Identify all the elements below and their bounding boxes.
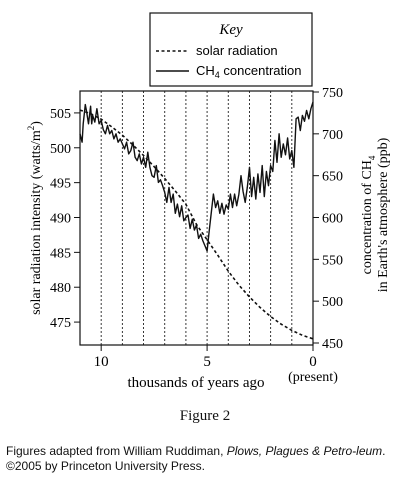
x-axis-end-note: (present) (288, 370, 338, 385)
y-right-tick-label: 550 (322, 253, 343, 268)
y-left-axis-label: solar radiation intensity (watts/m2) (26, 121, 44, 315)
y-left-tick-label: 485 (50, 246, 71, 261)
x-tick-label: 10 (94, 354, 109, 370)
ch4-concentration-line (79, 101, 314, 252)
y-right-axis-label-line2: in Earth's atmosphere (ppb) (376, 137, 391, 292)
figure-credit: Figures adapted from William Ruddiman, P… (6, 444, 406, 474)
credit-book-title: Plows, Plagues & Petro-leum (226, 444, 383, 458)
vertical-gridlines (100, 91, 293, 345)
y-right-tick-label: 450 (322, 337, 343, 352)
key-box (149, 12, 313, 87)
y-left-tick-label: 475 (50, 316, 71, 331)
data-layer (79, 101, 314, 340)
credit-suffix: . ©2005 by Princeton University Press. (6, 444, 386, 473)
y-left-tick-label: 490 (50, 212, 71, 227)
y-left-tick-label: 495 (50, 177, 71, 192)
y-right-axis-label-line1: concentration of CH4 (360, 155, 377, 274)
key-title: Key (218, 22, 243, 38)
x-axis-label: thousands of years ago (127, 375, 264, 391)
figure-caption: Figure 2 (179, 408, 231, 424)
axes: 475 480 485 490 495 500 505 450 500 550 600 650 700 7… (50, 86, 343, 370)
y-left-tick-label: 505 (50, 107, 71, 122)
y-left-tick-label: 500 (50, 142, 71, 157)
x-tick-label: 0 (309, 354, 317, 370)
chart: 475 480 485 490 495 500 505 450 500 550 600 650 700 7… (26, 12, 391, 391)
x-tick-label: 5 (203, 354, 211, 370)
y-right-tick-label: 600 (322, 212, 343, 227)
key-entry-solar: solar radiation (196, 43, 278, 58)
y-right-tick-label: 650 (322, 170, 343, 185)
credit-prefix: Figures adapted from William Ruddiman, (6, 444, 227, 458)
y-right-tick-label: 750 (322, 86, 343, 101)
y-right-tick-label: 700 (322, 128, 343, 143)
chart-key: Key solar radiation CH4 concentration (149, 12, 313, 87)
key-entry-ch4: CH4 concentration (196, 63, 301, 80)
y-left-tick-label: 480 (50, 281, 71, 296)
y-right-tick-label: 500 (322, 295, 343, 310)
